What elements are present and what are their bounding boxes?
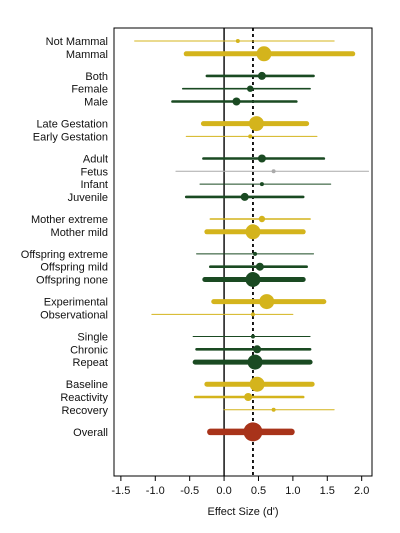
row-label: Reactivity [60,392,108,404]
forest-row [199,182,332,187]
x-axis: -1.5 -1.0 -0.5 0.0 0.5 1.0 1.5 2.0 [111,476,369,497]
point-estimate [253,345,262,354]
x-tick-label: -1.5 [111,485,130,497]
x-tick-label: 1.0 [285,485,300,497]
forest-row [151,312,294,317]
point-estimate [271,407,276,412]
point-estimate [256,46,272,62]
point-estimate [257,154,266,163]
forest-row [171,97,298,106]
forest-row [175,169,370,174]
forest-row [223,407,335,412]
x-tick-label: -1.0 [146,485,165,497]
x-tick-label: -0.5 [180,485,199,497]
forest-row [182,85,311,92]
row-label: Fetus [80,166,108,178]
point-estimate [235,39,240,43]
row-label: Overall [73,427,108,439]
point-estimate [258,215,266,223]
row-label: Female [71,84,108,96]
forest-row [196,251,315,256]
row-label: Recovery [62,405,109,417]
row-label: Late Gestation [36,119,108,131]
forest-row [195,345,312,354]
point-estimate [244,393,253,401]
point-estimate [255,262,264,271]
point-estimate [271,169,276,174]
forest-row [192,334,311,339]
row-label: Not Mammal [46,36,108,48]
forest-row [202,154,326,163]
point-estimate [249,376,265,392]
forest-row [184,192,305,201]
forest-row [204,376,315,392]
x-axis-title: Effect Size (d') [208,506,279,518]
reference-lines [223,28,254,476]
point-estimate [243,422,263,442]
forest-row [193,393,305,401]
row-label: Repeat [73,357,108,369]
point-estimate [232,97,241,106]
row-label: Experimental [44,297,108,309]
x-tick-label: 1.5 [320,485,335,497]
point-estimate [247,85,254,92]
point-estimate [245,272,261,287]
point-estimate [253,251,258,256]
forest-row [202,272,306,287]
point-estimate [250,312,255,317]
forest-row [134,39,335,43]
forest-row [209,215,311,223]
row-label: Offspring mild [40,262,108,274]
point-estimate [247,354,263,370]
row-label: Baseline [66,379,108,391]
point-estimate [248,134,253,139]
row-label: Infant [80,179,108,191]
forest-row [200,116,310,132]
row-label: Early Gestation [33,131,108,143]
row-label: Single [77,332,108,344]
forest-row [209,262,308,271]
row-label: Male [84,97,108,109]
row-label: Mother mild [51,227,108,239]
row-label: Adult [83,154,108,166]
x-tick-label: 2.0 [354,485,369,497]
row-label: Observational [40,309,108,321]
plot-frame [113,27,373,477]
point-estimate [248,116,264,132]
row-label: Both [85,71,108,83]
row-label: Mammal [66,49,108,61]
point-estimate [259,182,264,187]
point-estimate [259,294,275,310]
forest-row [192,354,313,370]
point-estimate [245,224,261,240]
forest-row [207,422,295,442]
forest-row [205,71,315,80]
row-label: Chronic [70,344,108,356]
forest-row [183,46,356,62]
x-tick-label: 0.0 [216,485,231,497]
row-label: Juvenile [68,192,108,204]
point-estimate [240,192,249,201]
forest-row [211,294,327,310]
x-tick-label: 0.5 [251,485,266,497]
point-estimate [257,71,266,80]
row-label: Offspring none [36,275,108,287]
point-estimate [250,334,255,339]
row-label: Mother extreme [31,214,108,226]
data-rows [134,39,370,442]
row-label: Offspring extreme [21,249,108,261]
forest-row [204,224,306,240]
forest-row [185,134,318,139]
